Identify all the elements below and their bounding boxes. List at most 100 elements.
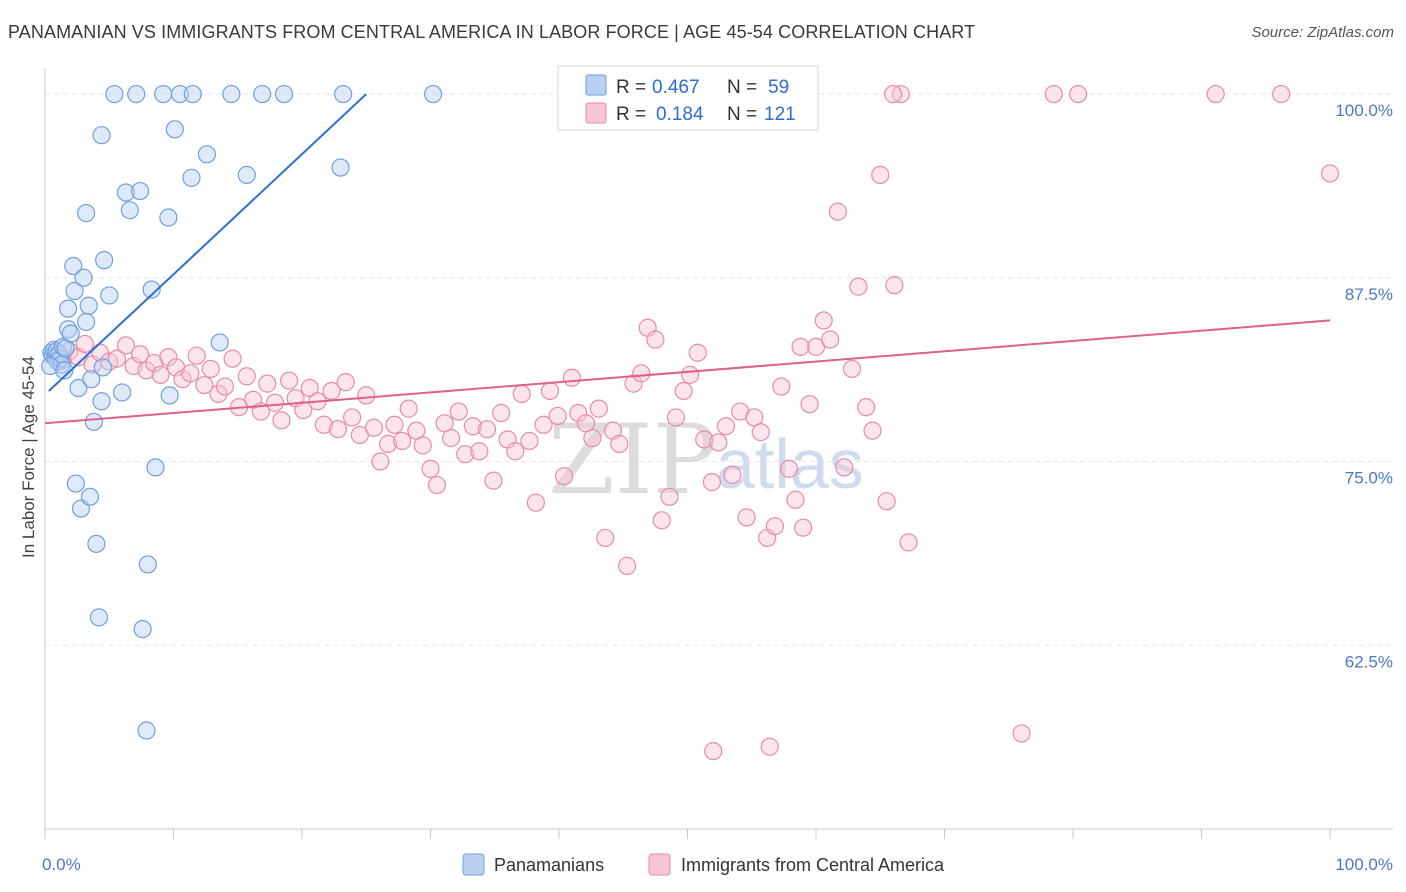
immigrant-point <box>130 345 150 364</box>
panamanian-point <box>66 474 85 493</box>
immigrant-point <box>272 411 291 430</box>
immigrant-point <box>181 364 200 383</box>
immigrant-point <box>470 442 489 461</box>
immigrant-point <box>512 384 531 404</box>
legend-n-label-blue: N = <box>727 77 757 98</box>
immigrant-point <box>1272 84 1291 104</box>
panamanian-point <box>170 84 190 104</box>
bottom-legend-swatch-pink <box>648 853 671 876</box>
panamanian-point <box>237 165 256 184</box>
immigrant-point <box>891 84 910 104</box>
y-tick-label: 87.5% <box>1345 285 1393 304</box>
immigrant-point <box>378 434 398 453</box>
immigrant-point <box>484 471 503 490</box>
immigrant-point <box>899 533 918 552</box>
panamanian-point <box>84 412 103 431</box>
immigrant-point <box>800 395 819 414</box>
x-tick-labels: 0.0% 100.0% <box>42 855 1393 874</box>
immigrant-point <box>632 364 651 383</box>
immigrant-trend-line <box>44 319 1331 425</box>
immigrant-point <box>828 202 847 221</box>
immigrant-point <box>534 415 553 434</box>
panamanian-point <box>61 324 80 343</box>
legend-n-value-blue: 59 <box>768 77 789 98</box>
chart-source: Source: ZipAtlas.com <box>1251 24 1394 41</box>
panamanian-point <box>100 286 119 305</box>
panamanian-point <box>331 158 350 177</box>
immigrant-point <box>1069 84 1088 104</box>
immigrant-point <box>449 402 468 421</box>
legend-r-label-pink: R = <box>616 104 646 125</box>
immigrant-point <box>562 368 581 387</box>
bottom-legend-label-blue: Panamanians <box>494 855 604 875</box>
panamanian-point <box>92 126 111 145</box>
immigrant-point <box>688 343 707 362</box>
immigrant-point <box>75 334 94 354</box>
y-tick-label: 62.5% <box>1345 652 1393 671</box>
panamanian-point <box>120 201 139 220</box>
immigrant-point <box>258 374 277 393</box>
panamanian-point <box>89 608 109 627</box>
panamanian-point <box>59 299 78 318</box>
trend-lines <box>44 93 1331 425</box>
series-panamanians-points <box>41 84 443 740</box>
x-tick-label: 100.0% <box>1335 855 1393 874</box>
immigrant-point <box>441 428 461 448</box>
immigrant-point <box>857 398 876 417</box>
immigrant-point <box>343 408 362 427</box>
immigrant-point <box>660 487 679 506</box>
legend-swatch-blue <box>585 74 607 96</box>
immigrant-point <box>215 377 234 396</box>
immigrant-point <box>294 400 313 420</box>
panamanian-point <box>116 183 136 202</box>
legend-r-value-pink: 0.184 <box>656 104 704 125</box>
panamanian-point <box>165 120 184 139</box>
panamanian-point <box>210 333 229 352</box>
panamanian-point <box>183 84 202 104</box>
watermark-zip: ZIP <box>548 404 717 516</box>
immigrant-point <box>652 511 671 530</box>
panamanian-point <box>130 181 150 201</box>
immigrant-point <box>506 442 525 461</box>
immigrant-point <box>863 421 882 440</box>
panamanian-point <box>80 487 100 506</box>
panamanian-point <box>154 84 173 104</box>
legend-r-label-blue: R = <box>616 77 646 98</box>
immigrant-point <box>328 420 348 439</box>
immigrant-point <box>791 337 810 356</box>
immigrant-point <box>492 403 511 423</box>
watermark: ZIP atlas <box>548 404 864 516</box>
bottom-legend-label-pink: Immigrants from Central America <box>681 855 945 875</box>
immigrant-point <box>350 425 369 445</box>
immigrant-point <box>695 430 714 449</box>
immigrant-point <box>237 367 256 386</box>
immigrant-point <box>385 415 404 434</box>
immigrant-point <box>159 348 178 367</box>
watermark-atlas: atlas <box>716 425 864 503</box>
immigrant-point <box>209 384 228 404</box>
immigrant-point <box>814 311 833 330</box>
immigrant-point <box>723 465 742 484</box>
immigrant-point <box>751 423 770 442</box>
panamanian-point <box>41 356 60 376</box>
y-axis-label: In Labor Force | Age 45-54 <box>19 356 38 558</box>
immigrant-point <box>624 374 643 393</box>
immigrant-point <box>794 518 813 537</box>
panamanian-point <box>77 312 96 331</box>
bottom-legend-swatch-blue <box>462 853 485 876</box>
immigrant-point <box>456 445 475 464</box>
immigrant-point <box>786 490 805 509</box>
legend-swatch-pink <box>585 102 607 124</box>
panamanian-point <box>133 619 152 639</box>
immigrant-point <box>646 330 665 349</box>
immigrant-point <box>265 393 285 412</box>
legend-n-value-pink: 121 <box>764 104 796 125</box>
immigrant-point <box>883 84 903 104</box>
immigrant-point <box>187 346 206 365</box>
immigrant-point <box>569 403 588 423</box>
chart-title: PANAMANIAN VS IMMIGRANTS FROM CENTRAL AM… <box>8 22 976 42</box>
panamanian-point <box>74 268 93 287</box>
panamanian-point <box>82 370 101 389</box>
immigrant-point <box>371 452 390 471</box>
legend: R = 0.467 N = 59 R = 0.184 N = 121 <box>557 65 819 131</box>
